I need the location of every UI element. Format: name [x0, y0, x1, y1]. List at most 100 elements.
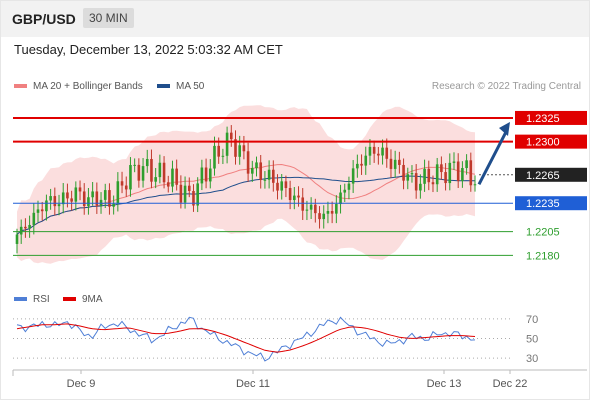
forecast-arrow-shaft: [477, 131, 508, 185]
candle-body: [103, 190, 107, 200]
candle-body: [393, 159, 397, 169]
candle-body: [66, 192, 69, 199]
candle-body: [19, 226, 23, 235]
candle-body: [335, 204, 338, 214]
candle-body: [398, 159, 401, 165]
legend-ma50: MA 50: [157, 81, 204, 92]
resistance-tag: [515, 110, 587, 125]
candle-body: [368, 146, 372, 156]
candle-body: [473, 184, 477, 186]
candle-body: [108, 190, 111, 207]
x-tick-label: Dec 22: [493, 378, 528, 390]
candle-body: [343, 189, 347, 193]
candle-body: [255, 162, 258, 169]
rsi-level-label: 70: [526, 314, 538, 326]
legend-label-9ma: 9MA: [82, 294, 103, 305]
candle-body: [322, 213, 326, 220]
pivot-tag: [515, 196, 587, 211]
candle-body: [272, 169, 275, 183]
candle-body: [427, 168, 431, 183]
pivot-label: 1.2235: [526, 198, 560, 210]
candle-body: [448, 162, 452, 184]
candle-body: [221, 155, 225, 157]
candle-body: [129, 165, 132, 190]
candle-body: [318, 213, 321, 220]
candle-body: [402, 164, 405, 181]
bollinger-band: [17, 105, 475, 264]
candle-body: [187, 185, 191, 191]
candle-body: [435, 164, 439, 185]
candle-body: [166, 182, 170, 187]
timeframe-badge[interactable]: 30 MIN: [83, 8, 134, 28]
candle-body: [452, 161, 456, 163]
legend-swatch-ma20: [14, 84, 27, 89]
candle-body: [419, 183, 422, 191]
ma50-line: [16, 175, 476, 235]
candle-body: [61, 192, 65, 205]
candle-body: [145, 158, 149, 167]
candle-body: [200, 167, 204, 184]
candle-body: [385, 147, 389, 159]
legend-rsi: RSI: [14, 294, 50, 305]
candle-body: [410, 173, 414, 175]
legend-label-ma20: MA 20 + Bollinger Bands: [33, 81, 143, 92]
candle-body: [469, 160, 473, 186]
candle-body: [423, 168, 426, 184]
candle-body: [158, 162, 162, 178]
candle-body: [347, 183, 351, 190]
forecast-arrow-head: [499, 121, 510, 136]
candle-body: [192, 190, 195, 206]
candle-body: [377, 153, 380, 156]
candle-body: [150, 158, 153, 182]
candle-body: [440, 164, 443, 173]
support-label: 1.2205: [526, 227, 560, 239]
candle-body: [217, 145, 220, 157]
support-label: 1.2180: [526, 250, 560, 262]
candle-body: [356, 163, 359, 169]
candle-body: [381, 147, 384, 156]
candle-body: [116, 181, 120, 204]
rsi-9ma-line: [16, 323, 476, 353]
resistance-label: 1.2325: [526, 113, 560, 125]
candle-body: [112, 203, 115, 207]
candle-body: [24, 226, 27, 229]
candle-body: [74, 187, 78, 202]
candle-body: [196, 183, 199, 206]
candle-body: [204, 167, 208, 182]
candle-body: [242, 145, 246, 152]
instrument-title: GBP/USD: [12, 11, 76, 27]
candle-body: [70, 198, 73, 202]
candle-body: [229, 132, 233, 140]
candle-body: [301, 197, 305, 211]
candle-body: [53, 196, 57, 207]
price-plot: [15, 105, 477, 264]
candle-body: [87, 197, 90, 207]
credit-text: Research © 2022 Trading Central: [431, 81, 581, 92]
resistance-tag: [515, 134, 587, 149]
legend-swatch-9ma: [63, 297, 76, 302]
candle-body: [314, 204, 317, 214]
legend-swatch-rsi: [14, 297, 27, 302]
legend-9ma: 9MA: [63, 294, 103, 305]
candle-body: [246, 151, 250, 174]
candle-body: [297, 195, 300, 198]
candle-body: [389, 158, 393, 169]
candle-body: [36, 209, 40, 213]
rsi-level-label: 50: [526, 334, 538, 346]
candle-body: [208, 168, 212, 182]
candle-body: [15, 234, 19, 244]
x-tick-label: Dec 13: [427, 378, 462, 390]
current-price-tag: [515, 167, 587, 182]
candle-body: [78, 187, 82, 192]
timestamp: Tuesday, December 13, 2022 5:03:32 AM CE…: [14, 42, 283, 57]
x-tick-label: Dec 11: [236, 378, 270, 390]
candle-body: [213, 145, 216, 169]
candles: [15, 125, 477, 254]
candle-body: [57, 204, 61, 207]
candle-body: [444, 172, 447, 184]
candle-body: [364, 155, 368, 166]
candle-body: [263, 179, 267, 181]
candle-body: [326, 211, 330, 214]
legend-ma20: MA 20 + Bollinger Bands: [14, 81, 143, 92]
